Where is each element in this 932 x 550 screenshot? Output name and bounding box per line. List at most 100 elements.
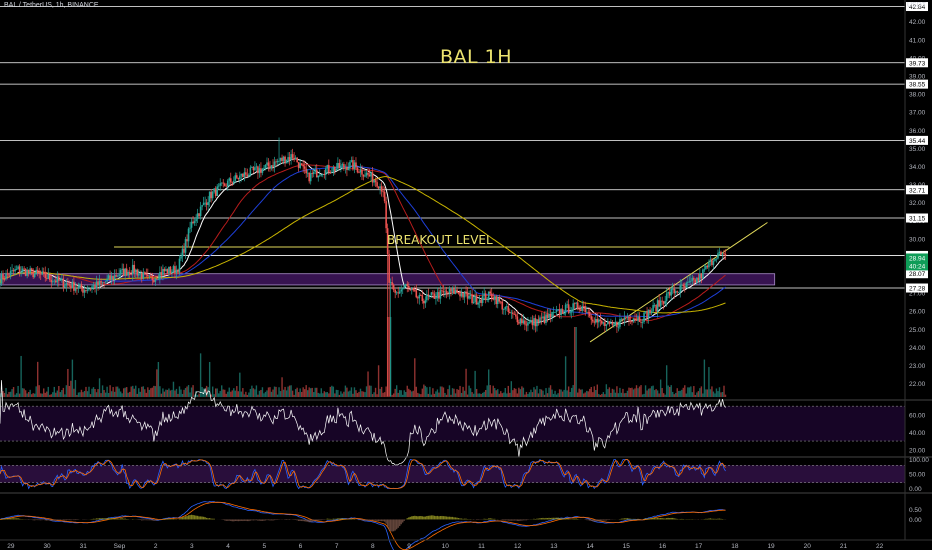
volume-bar: [8, 391, 10, 397]
macd-histogram-bar: [154, 519, 157, 521]
candle-body: [641, 322, 644, 323]
macd-histogram-bar: [208, 518, 211, 520]
candle-body: [162, 268, 164, 275]
candle-body: [245, 172, 247, 175]
candle-body: [355, 162, 357, 168]
candle-body: [566, 304, 568, 306]
volume-bar: [288, 385, 291, 397]
volume-bar: [703, 359, 706, 397]
volume-bar: [640, 385, 642, 397]
candle-body: [628, 316, 630, 321]
macd-histogram-bar: [622, 518, 624, 520]
volume-bar: [503, 392, 505, 397]
volume-bar: [376, 394, 378, 397]
candle-body: [20, 271, 22, 273]
candle-body: [614, 321, 617, 325]
candle-body: [299, 163, 301, 168]
volume-bar: [76, 394, 78, 397]
candle-body: [496, 297, 499, 305]
volume-bar: [0, 393, 1, 397]
volume-bar: [344, 385, 347, 397]
candle-body: [168, 266, 170, 274]
candle-body: [53, 280, 56, 282]
volume-bar: [531, 392, 534, 397]
macd-histogram-bar: [272, 519, 274, 521]
candle-body: [232, 180, 235, 184]
macd-histogram-bar: [655, 518, 657, 520]
volume-bar: [421, 388, 424, 397]
volume-bar: [290, 385, 292, 397]
candle-body: [106, 278, 108, 282]
volume-bar: [368, 385, 371, 397]
volume-bar: [242, 388, 244, 397]
price-tick-label: 41.00: [909, 37, 926, 44]
volume-bar: [495, 390, 497, 397]
candle-body: [516, 316, 519, 323]
volume-bar: [5, 387, 7, 397]
macd-histogram-bar: [326, 518, 329, 520]
volume-bar: [492, 385, 494, 397]
volume-bar: [478, 393, 481, 397]
volume-bar: [644, 385, 647, 397]
macd-histogram-bar: [661, 518, 663, 520]
macd-histogram-bar: [329, 518, 332, 520]
macd-histogram-bar: [537, 518, 540, 520]
candle-body: [376, 182, 378, 187]
volume-bar: [278, 387, 280, 397]
macd-histogram-bar: [144, 519, 146, 521]
macd-histogram-bar: [168, 518, 170, 520]
macd-histogram-bar: [240, 519, 243, 521]
candle-body: [712, 260, 715, 266]
time-tick-label: 9: [407, 543, 411, 550]
macd-histogram-bar: [68, 519, 71, 521]
volume-bar: [522, 387, 525, 397]
volume-bar: [622, 388, 624, 397]
volume-bar: [257, 394, 259, 397]
candle-body: [356, 167, 359, 173]
candle-body: [125, 268, 128, 276]
volume-bar: [589, 388, 591, 397]
candle-body: [611, 322, 614, 325]
macd-histogram-bar: [445, 516, 448, 520]
volume-bar: [33, 393, 36, 397]
candle-body: [524, 320, 526, 325]
candle-body: [172, 266, 175, 272]
volume-bar: [193, 394, 196, 397]
time-tick-label: 15: [623, 543, 631, 550]
macd-histogram-bar: [33, 519, 36, 521]
macd-histogram-bar: [509, 519, 511, 521]
candle-body: [554, 311, 556, 313]
macd-histogram-bar: [598, 519, 600, 521]
macd-histogram-bar: [555, 517, 558, 520]
candle-body: [103, 281, 105, 283]
candle-body: [148, 275, 151, 277]
candle-body: [429, 294, 431, 296]
candle-body: [115, 275, 117, 277]
volume-bar: [377, 365, 380, 397]
price-tick-label: 38.00: [909, 92, 926, 99]
candle-body: [365, 172, 368, 176]
price-tick-label: 35.00: [909, 146, 926, 153]
macd-histogram-bar: [300, 519, 303, 522]
time-tick-label: 12: [514, 543, 522, 550]
candle-body: [506, 306, 508, 308]
macd-histogram-bar: [430, 515, 433, 520]
time-tick-label: 2: [154, 543, 158, 550]
price-tick-label: 23.00: [909, 363, 926, 370]
volume-bar: [0, 392, 3, 397]
macd-histogram-bar: [186, 516, 188, 520]
candle-body: [254, 167, 256, 171]
candle-body: [441, 290, 443, 292]
macd-histogram-bar: [334, 518, 336, 520]
volume-bar: [261, 387, 264, 397]
candle-body: [42, 271, 45, 273]
volume-bar: [285, 390, 288, 397]
candle-body: [460, 293, 463, 297]
volume-bar: [233, 388, 235, 397]
volume-bar: [281, 377, 283, 397]
volume-bar: [154, 386, 157, 397]
macd-histogram-bar: [15, 518, 18, 520]
candle-body: [156, 278, 158, 280]
macd-histogram-bar: [37, 519, 39, 521]
